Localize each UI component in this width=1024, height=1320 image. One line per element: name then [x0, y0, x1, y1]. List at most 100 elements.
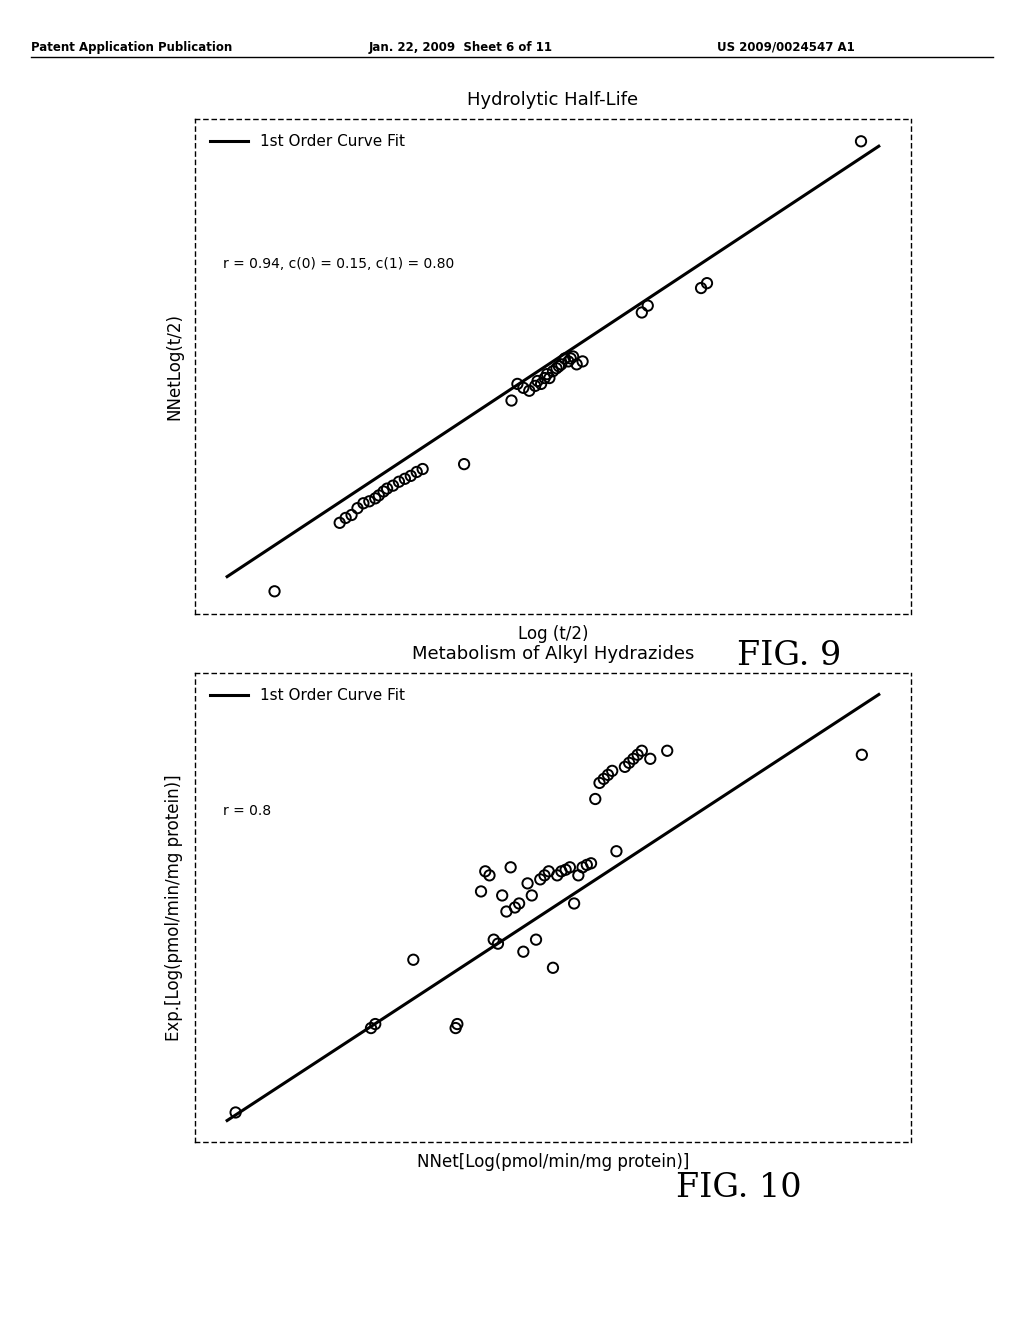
Point [379, 478, 395, 499]
Point [507, 898, 523, 919]
Point [698, 273, 715, 294]
Point [548, 358, 564, 379]
Point [596, 768, 612, 789]
Point [562, 857, 579, 878]
Point [659, 741, 676, 762]
Point [527, 929, 544, 950]
Point [854, 744, 870, 766]
Point [227, 1102, 244, 1123]
Point [391, 471, 408, 492]
Point [574, 857, 591, 878]
Point [630, 744, 646, 766]
Point [362, 1018, 379, 1039]
Point [473, 880, 489, 902]
Point [693, 277, 710, 298]
Text: Jan. 22, 2009  Sheet 6 of 11: Jan. 22, 2009 Sheet 6 of 11 [369, 41, 553, 54]
Point [406, 949, 422, 970]
Text: FIG. 10: FIG. 10 [676, 1172, 802, 1204]
Point [477, 861, 494, 882]
Point [367, 1014, 383, 1035]
Point [456, 454, 472, 475]
Point [545, 360, 561, 381]
Text: FIG. 9: FIG. 9 [737, 640, 842, 672]
Point [608, 841, 625, 862]
Point [519, 873, 536, 894]
Point [349, 498, 366, 519]
Point [447, 1018, 464, 1039]
Point [537, 367, 553, 388]
Point [485, 929, 502, 950]
Point [489, 933, 506, 954]
Point [566, 892, 583, 913]
Point [332, 512, 348, 533]
Point [450, 1014, 466, 1035]
Point [504, 389, 520, 411]
Point [549, 865, 565, 886]
Point [541, 861, 557, 882]
Point [591, 772, 607, 793]
Point [515, 941, 531, 962]
Point [542, 367, 558, 388]
Point [503, 857, 519, 878]
Point [266, 581, 283, 602]
Point [415, 458, 431, 479]
Text: US 2009/0024547 A1: US 2009/0024547 A1 [717, 41, 855, 54]
X-axis label: NNet[Log(pmol/min/mg protein)]: NNet[Log(pmol/min/mg protein)] [417, 1152, 689, 1171]
Point [640, 296, 656, 317]
Point [532, 374, 549, 395]
Point [537, 865, 553, 886]
Point [553, 861, 569, 882]
Point [371, 484, 387, 506]
X-axis label: Log (t/2): Log (t/2) [518, 624, 588, 643]
Point [604, 760, 621, 781]
Point [402, 466, 419, 487]
Point [634, 741, 650, 762]
Point [523, 884, 540, 906]
Legend: 1st Order Curve Fit: 1st Order Curve Fit [202, 681, 413, 711]
Point [343, 504, 359, 525]
Y-axis label: Exp.[Log(pmol/min/mg protein)]: Exp.[Log(pmol/min/mg protein)] [166, 775, 183, 1040]
Point [570, 865, 587, 886]
Point [853, 131, 869, 152]
Point [385, 475, 401, 496]
Point [545, 957, 561, 978]
Point [634, 302, 650, 323]
Point [626, 748, 642, 770]
Point [587, 788, 603, 809]
Point [642, 748, 658, 770]
Point [499, 902, 515, 923]
Text: Patent Application Publication: Patent Application Publication [31, 41, 232, 54]
Point [616, 756, 633, 777]
Point [361, 491, 378, 512]
Point [367, 488, 383, 510]
Point [568, 354, 585, 375]
Point [539, 363, 555, 384]
Point [511, 892, 527, 913]
Point [562, 348, 579, 370]
Point [579, 854, 595, 875]
Point [557, 859, 573, 880]
Point [376, 480, 392, 502]
Point [583, 853, 599, 874]
Y-axis label: NNetLog(t/2): NNetLog(t/2) [166, 313, 183, 420]
Point [396, 469, 413, 490]
Text: r = 0.8: r = 0.8 [223, 804, 271, 818]
Legend: 1st Order Curve Fit: 1st Order Curve Fit [202, 127, 413, 157]
Point [621, 752, 637, 774]
Point [551, 355, 567, 378]
Point [409, 462, 425, 483]
Point [529, 371, 546, 392]
Point [560, 351, 577, 372]
Text: r = 0.94, c(0) = 0.15, c(1) = 0.80: r = 0.94, c(0) = 0.15, c(1) = 0.80 [223, 257, 455, 272]
Point [515, 378, 531, 399]
Point [574, 351, 591, 372]
Point [355, 492, 372, 513]
Title: Metabolism of Alkyl Hydrazides: Metabolism of Alkyl Hydrazides [412, 645, 694, 664]
Point [565, 346, 582, 367]
Point [532, 869, 549, 890]
Point [521, 380, 538, 401]
Point [600, 764, 616, 785]
Point [338, 507, 354, 528]
Point [527, 375, 544, 396]
Point [557, 348, 573, 370]
